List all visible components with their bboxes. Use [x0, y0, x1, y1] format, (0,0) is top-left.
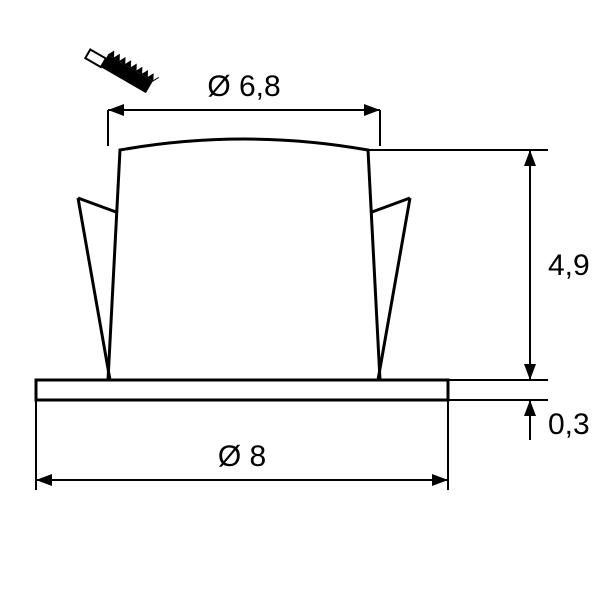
cutout-diameter-label: Ø 6,8: [207, 70, 280, 103]
overall-diameter-label: Ø 8: [218, 440, 266, 473]
hole-saw-icon: [85, 41, 158, 95]
height-label: 4,9: [548, 249, 590, 282]
technical-diagram: Ø 6,8 Ø 8 4,9 0,3: [0, 0, 600, 600]
fixture-body: [108, 139, 380, 380]
flange-thickness-label: 0,3: [548, 408, 590, 441]
flange: [36, 380, 448, 400]
